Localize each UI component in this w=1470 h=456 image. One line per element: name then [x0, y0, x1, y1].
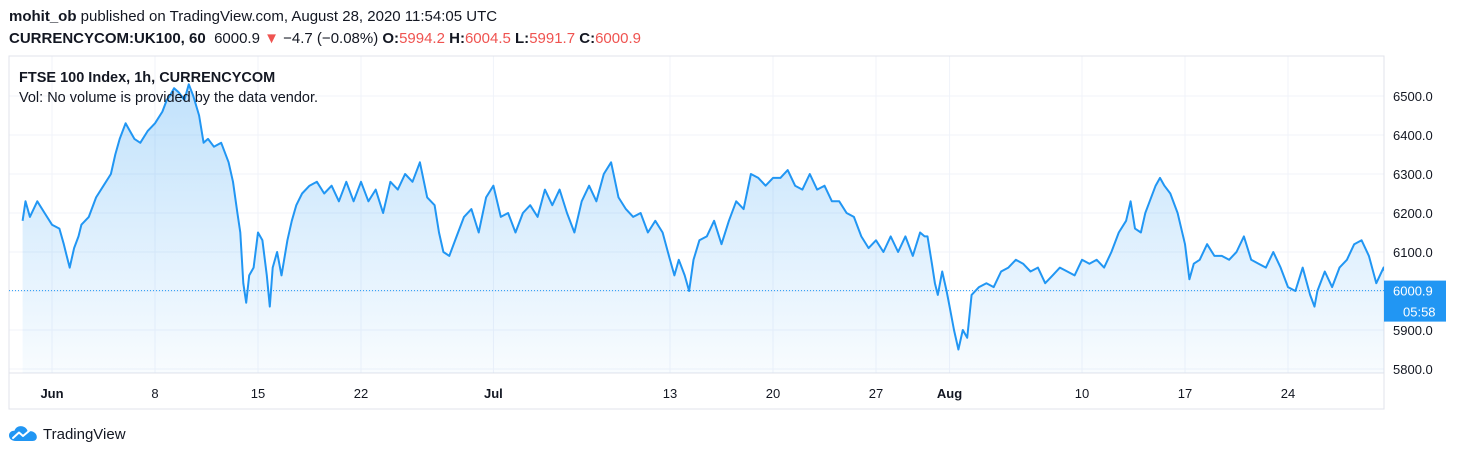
price-change: −4.7 (−0.08%): [283, 30, 379, 47]
high-label: H:: [449, 30, 465, 47]
price-line: [21, 83, 1384, 351]
price-tick-label: 5800.0: [1393, 362, 1433, 377]
high-value: 6004.5: [464, 30, 511, 47]
chart-legend: FTSE 100 Index, 1h, CURRENCYCOM Vol: No …: [19, 68, 318, 108]
brand-name: TradingView: [43, 425, 126, 443]
last-price-tag-value: 6000.9: [1393, 284, 1433, 299]
close-label: C:: [579, 30, 596, 47]
time-tick-label: 13: [663, 386, 677, 401]
price-tick-label: 6500.0: [1393, 89, 1433, 104]
price-axis[interactable]: 6500.06400.06300.06200.06100.06000.05900…: [1393, 89, 1433, 377]
low-value: 5991.7: [529, 30, 576, 47]
publisher-name[interactable]: mohit_ob: [9, 8, 77, 25]
time-tick-label: 15: [251, 386, 265, 401]
publish-info: mohit_ob published on TradingView.com, A…: [9, 7, 497, 27]
published-text: published on TradingView.com, August 28,…: [80, 8, 498, 25]
price-tick-label: 6200.0: [1393, 206, 1433, 221]
price-area-fill: [22, 84, 1384, 373]
tradingview-cloud-icon: [9, 426, 37, 441]
down-arrow-icon: ▼: [264, 30, 279, 47]
time-tick-label: 24: [1281, 386, 1295, 401]
tradingview-brand[interactable]: TradingView: [8, 423, 126, 445]
price-tick-label: 6100.0: [1393, 245, 1433, 260]
bar-countdown: 05:58: [1403, 305, 1436, 320]
legend-title[interactable]: FTSE 100 Index, 1h, CURRENCYCOM: [19, 70, 276, 86]
time-tick-label: Jul: [484, 386, 503, 401]
volume-note: Vol: No volume is provided by the data v…: [19, 90, 319, 106]
symbol-quote-line: CURRENCYCOM:UK100, 60 6000.9 ▼ −4.7 (−0.…: [9, 29, 641, 49]
close-value: 6000.9: [595, 30, 641, 47]
time-tick-label: 22: [354, 386, 368, 401]
time-tick-label: 17: [1178, 386, 1192, 401]
time-tick-label: 8: [151, 386, 158, 401]
last-price-tag: 6000.9 05:58: [1384, 280, 1446, 322]
time-tick-label: 20: [766, 386, 780, 401]
price-tick-label: 6300.0: [1393, 167, 1433, 182]
price-tick-label: 6400.0: [1393, 128, 1433, 143]
time-axis[interactable]: Jun 8 15 22 Jul 13 20 27 Aug 10 17 24: [40, 386, 1295, 401]
last-price: 6000.9: [214, 30, 260, 47]
open-value: 5994.2: [399, 30, 445, 47]
low-label: L:: [515, 30, 530, 47]
time-tick-label: Jun: [40, 386, 63, 401]
symbol-label: CURRENCYCOM:UK100, 60: [9, 30, 206, 47]
open-label: O:: [382, 30, 400, 47]
time-tick-label: 10: [1075, 386, 1089, 401]
time-tick-label: Aug: [937, 386, 962, 401]
time-tick-label: 27: [869, 386, 883, 401]
price-tick-label: 5900.0: [1393, 323, 1433, 338]
